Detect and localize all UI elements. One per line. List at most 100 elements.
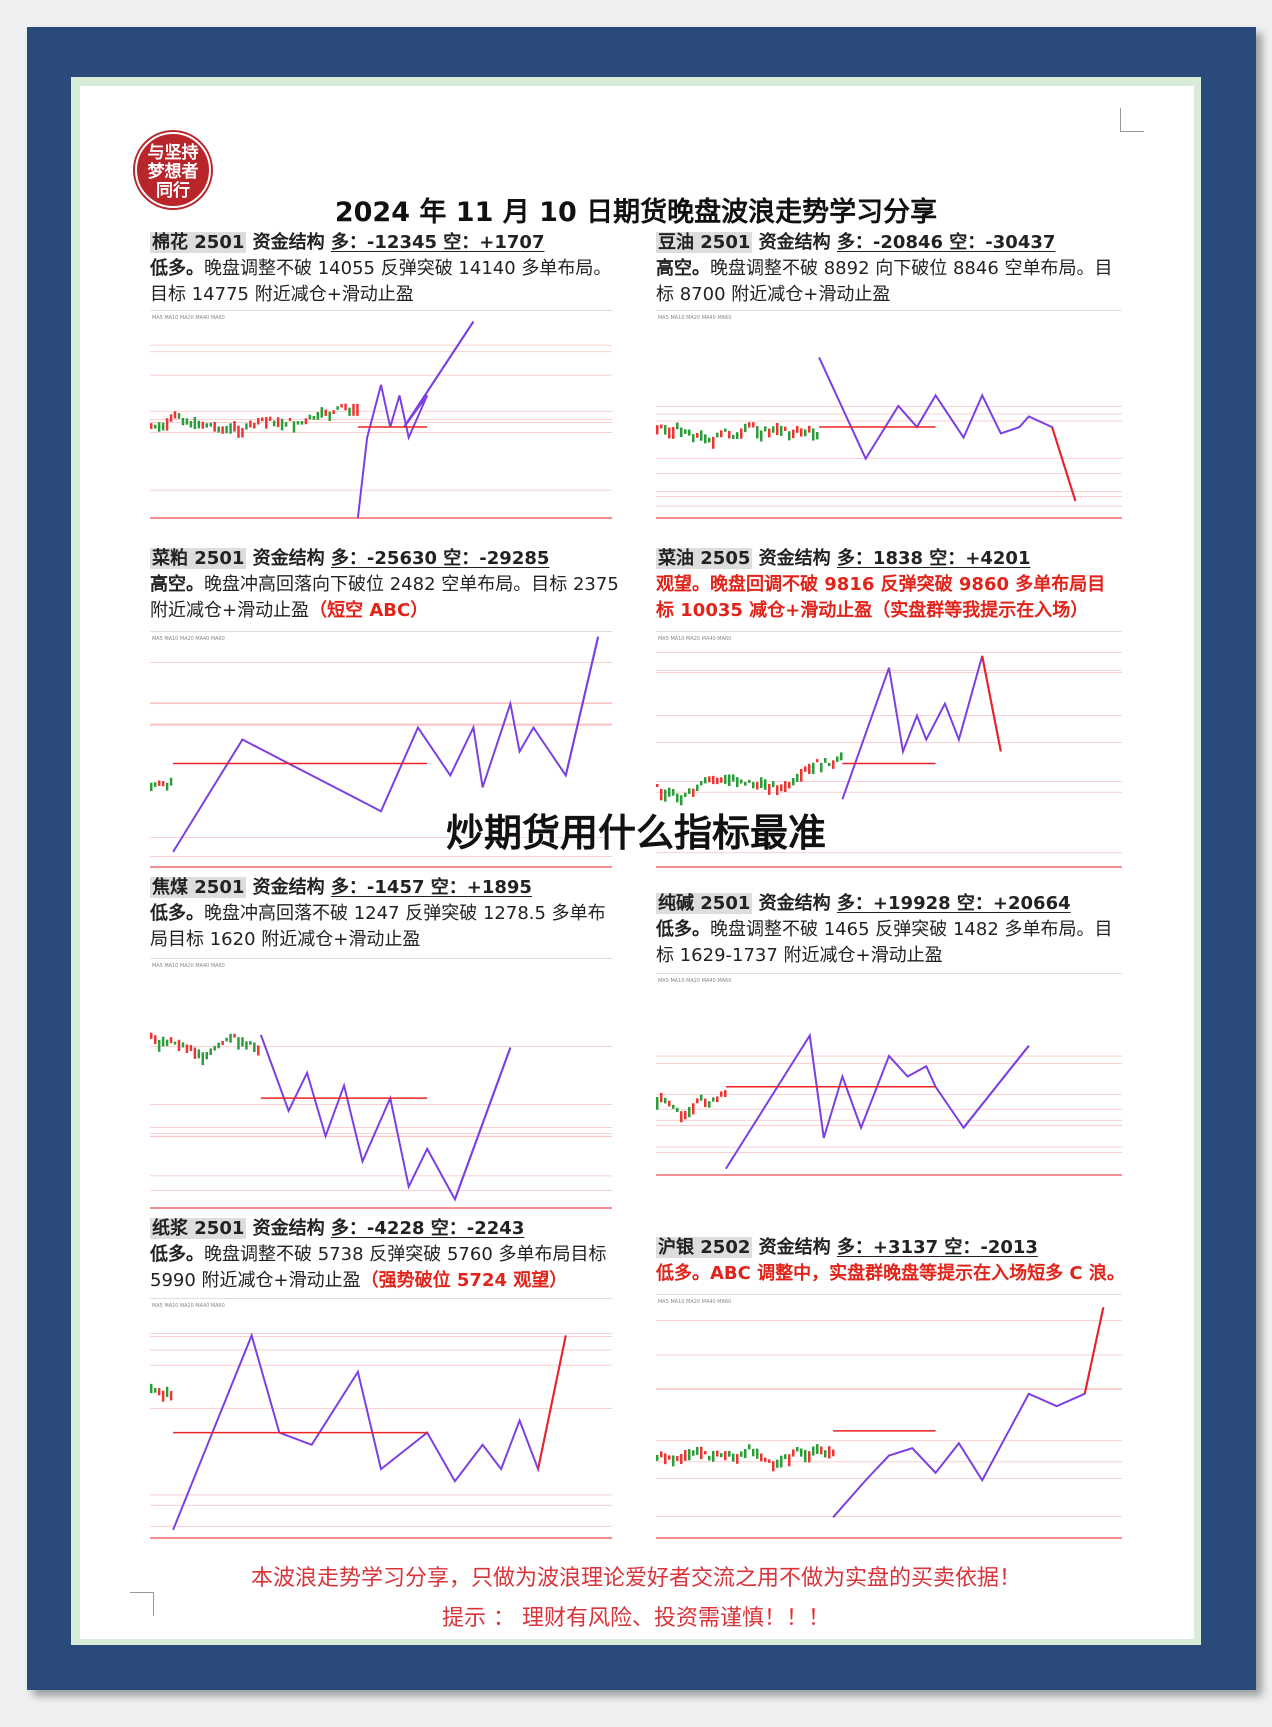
fund-structure: 多：+19928 空：+20664 [836,893,1071,914]
analysis-line: 高空。晚盘调整不破 8892 向下破位 8846 空单布局。目 [656,256,1126,282]
section-heading: 纸浆 2501 资金结构 多：-4228 空：-2243 [150,1216,620,1242]
candlestick [760,1453,763,1462]
candlestick [708,1455,711,1461]
candlestick [716,1450,719,1457]
candlestick [760,777,763,789]
candlestick [344,403,347,411]
candlestick [780,1455,783,1468]
candlestick [724,1090,727,1098]
candlestick [740,1451,743,1457]
candlestick [828,762,831,767]
disclaimer: 本波浪走势学习分享，只做为波浪理论爱好者交流之用不做为实盘的买卖依据！ [250,1566,1021,1591]
candlestick [660,788,663,801]
candlestick [161,422,165,431]
futures-section: 豆油 2501 资金结构 多：-20846 空：-30437 高空。晚盘调整不破 … [656,230,1126,308]
candlestick [756,782,759,790]
candlestick [300,421,304,425]
analysis-text: 标 8700 附近减仓+滑动止盈 [656,284,891,305]
candlestick [169,777,173,786]
candlestick [768,428,771,438]
candlestick [720,1091,723,1097]
contract-name: 菜油 2505 [656,548,753,569]
forecast-arrow [564,636,600,776]
candlestick [684,792,687,797]
candlestick [185,1044,189,1053]
candlestick [696,1447,699,1455]
candlestick [804,1449,807,1463]
candlestick [660,424,663,429]
candlestick [664,789,667,802]
candlestick [253,422,256,429]
candlestick [712,436,715,449]
analysis-text: 局目标 1620 附近减仓+滑动止盈 [150,929,421,950]
candlestick [804,429,807,437]
analysis-line: 低多。ABC 调整中，实盘群晚盘等提示在入场短多 C 浪。 [656,1261,1126,1287]
candlestick [688,429,691,436]
futures-section: 纸浆 2501 资金结构 多：-4228 空：-2243 低多。晚盘调整不破 57… [150,1216,620,1294]
chart-legend: MA5 MA10 MA20 MA40 MA60 [658,978,731,984]
candlestick [800,768,803,782]
candlestick [780,784,783,792]
candlestick [257,1045,260,1056]
candlestick [812,428,815,441]
forecast-arrow [403,321,475,428]
candlestick [157,780,161,786]
candlestick [744,1448,747,1459]
highlight-text: （短空 ABC） [309,600,429,621]
analysis-text: 晚盘调整不破 5738 反弹突破 5760 多单布局目标 [204,1244,607,1265]
heading-label: 资金结构 [252,877,325,898]
wave-chart: MA5 MA10 MA20 MA40 MA60 [656,631,1122,871]
candlestick [280,418,284,431]
candlestick [165,1386,169,1398]
futures-section: 纯碱 2501 资金结构 多：+19928 空：+20664 低多。晚盘调整不破 … [656,891,1126,969]
candlestick [716,777,719,785]
fund-structure: 多：-25630 空：-29285 [330,548,550,569]
candlestick [320,407,324,418]
candlestick [796,425,799,433]
crop-mark [1120,108,1144,132]
candlestick [732,434,735,439]
candlestick [272,420,276,427]
candlestick [348,407,351,416]
candlestick [676,1107,679,1113]
candlestick [233,1033,236,1038]
stance: 低多。 [656,919,710,940]
candlestick [189,1045,193,1051]
section-heading: 沪银 2502 资金结构 多：+3137 空：-2013 [656,1235,1126,1261]
candlestick [233,420,236,432]
candlestick [193,1047,197,1059]
candlestick [213,421,216,432]
candlestick [680,1111,683,1123]
candlestick [740,428,743,439]
candlestick [664,1097,667,1104]
candlestick [704,1451,707,1455]
analysis-text: 晚盘调整不破 14055 反弹突破 14140 多单布局。 [204,258,612,279]
candlestick [824,1450,827,1458]
candlestick [676,422,679,430]
candlestick [796,1446,799,1452]
futures-section: 菜油 2505 资金结构 多：1838 空：+4201 观望。晚盘回调不破 981… [656,546,1126,624]
chart-legend: MA5 MA10 MA20 MA40 MA60 [152,636,225,642]
fund-structure: 多：-20846 空：-30437 [836,232,1056,253]
heading-label: 资金结构 [252,548,325,569]
wave-chart: MA5 MA10 MA20 MA40 MA60 [150,1298,612,1542]
candlestick [221,426,224,434]
candlestick [676,793,679,803]
wave-path [841,655,1002,800]
candlestick [241,428,244,438]
candlestick [165,782,169,791]
candlestick [237,1037,240,1050]
wave-chart: MA5 MA10 MA20 MA40 MA60 [150,631,612,871]
candlestick [756,426,759,439]
candlestick [712,775,715,785]
candlestick [828,1446,831,1459]
candlestick [668,1100,671,1107]
analysis-text: 标 1629-1737 附近减仓+滑动止盈 [656,945,943,966]
candlestick [764,1457,767,1462]
crop-mark [130,1592,154,1616]
chart-legend: MA5 MA10 MA20 MA40 MA60 [152,315,225,321]
futures-section: 沪银 2502 资金结构 多：+3137 空：-2013 低多。ABC 调整中，实… [656,1235,1126,1287]
wave-path [818,357,1077,502]
candlestick [764,426,767,432]
analysis-line: 5990 附近减仓+滑动止盈（强势破位 5724 观望） [150,1268,620,1294]
